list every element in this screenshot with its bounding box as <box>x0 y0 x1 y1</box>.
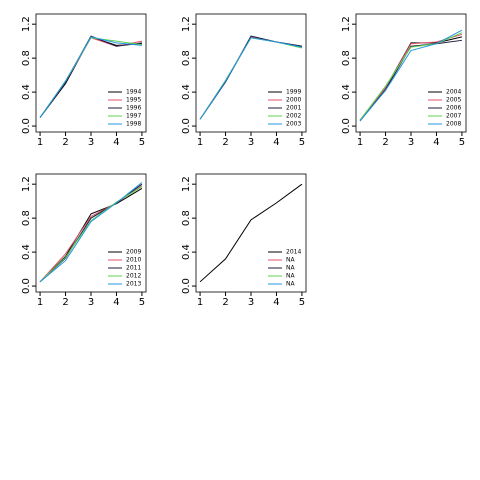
legend-label: 2002 <box>286 113 301 120</box>
legend-label: 1994 <box>126 89 141 96</box>
x-tick-label: 4 <box>113 137 119 148</box>
legend-label: 2004 <box>446 89 461 96</box>
y-tick-label: 1.2 <box>181 176 192 192</box>
y-tick-label: 0.4 <box>181 84 192 100</box>
x-tick-label: 3 <box>408 137 414 148</box>
x-tick-label: 4 <box>433 137 439 148</box>
series-line <box>199 37 303 120</box>
series-line <box>359 29 463 122</box>
legend-label: 2005 <box>446 97 461 104</box>
y-tick-label: 1.2 <box>21 16 32 32</box>
x-tick-label: 4 <box>273 297 279 308</box>
legend-label: 1997 <box>126 113 141 120</box>
x-tick-label: 1 <box>197 297 203 308</box>
x-tick-label: 4 <box>113 297 119 308</box>
legend-label: 2003 <box>286 121 301 128</box>
series-line <box>39 36 142 118</box>
y-tick-label: 0.0 <box>181 118 192 134</box>
legend-label: NA <box>286 273 295 280</box>
y-tick-label: 0.0 <box>181 278 192 294</box>
x-tick-label: 5 <box>299 297 305 308</box>
legend-label: 2001 <box>286 105 301 112</box>
y-tick-label: 0.8 <box>181 50 192 66</box>
y-tick-label: 0.0 <box>21 278 32 294</box>
y-tick-label: 1.2 <box>341 16 352 32</box>
x-tick-label: 3 <box>248 137 254 148</box>
y-tick-label: 0.4 <box>21 84 32 100</box>
legend-label: 1996 <box>126 105 141 112</box>
x-tick-label: 4 <box>273 137 279 148</box>
y-tick-label: 0.4 <box>181 244 192 260</box>
legend-label: 2008 <box>446 121 461 128</box>
legend-label: NA <box>286 281 295 288</box>
y-tick-label: 0.8 <box>21 210 32 226</box>
y-tick-label: 0.4 <box>21 244 32 260</box>
legend-label: 2011 <box>126 265 141 272</box>
series-line <box>39 182 143 283</box>
legend-label: 1998 <box>126 121 141 128</box>
y-tick-label: 0.8 <box>341 50 352 66</box>
y-tick-label: 0.4 <box>341 84 352 100</box>
x-tick-label: 5 <box>139 297 145 308</box>
series-line <box>359 32 463 121</box>
legend-label: 1995 <box>126 97 141 104</box>
x-tick-label: 3 <box>88 297 94 308</box>
x-tick-label: 2 <box>222 297 228 308</box>
x-tick-label: 2 <box>382 137 388 148</box>
legend-label: NA <box>286 257 295 264</box>
y-tick-label: 0.0 <box>21 118 32 134</box>
x-tick-label: 2 <box>222 137 228 148</box>
x-tick-label: 3 <box>248 297 254 308</box>
legend-label: 2014 <box>286 249 301 256</box>
x-tick-label: 1 <box>37 137 43 148</box>
x-tick-label: 2 <box>62 297 68 308</box>
legend-label: 2012 <box>126 273 141 280</box>
y-tick-label: 0.0 <box>341 118 352 134</box>
x-tick-label: 1 <box>197 137 203 148</box>
legend-label: 2000 <box>286 97 301 104</box>
x-tick-label: 3 <box>88 137 94 148</box>
legend-label: 2007 <box>446 113 461 120</box>
legend-label: 1999 <box>286 89 301 96</box>
x-tick-label: 5 <box>459 137 465 148</box>
legend-label: 2006 <box>446 105 461 112</box>
legend-label: 2009 <box>126 249 141 256</box>
series-line <box>199 183 303 283</box>
x-tick-label: 5 <box>139 137 145 148</box>
x-tick-label: 5 <box>299 137 305 148</box>
y-tick-label: 1.2 <box>21 176 32 192</box>
x-tick-label: 2 <box>62 137 68 148</box>
legend-label: NA <box>286 265 295 272</box>
y-tick-label: 1.2 <box>181 16 192 32</box>
x-tick-label: 1 <box>37 297 43 308</box>
series-line <box>39 186 143 283</box>
y-tick-label: 0.8 <box>181 210 192 226</box>
y-tick-label: 0.8 <box>21 50 32 66</box>
x-tick-label: 1 <box>357 137 363 148</box>
legend-label: 2013 <box>126 281 141 288</box>
legend-label: 2010 <box>126 257 141 264</box>
